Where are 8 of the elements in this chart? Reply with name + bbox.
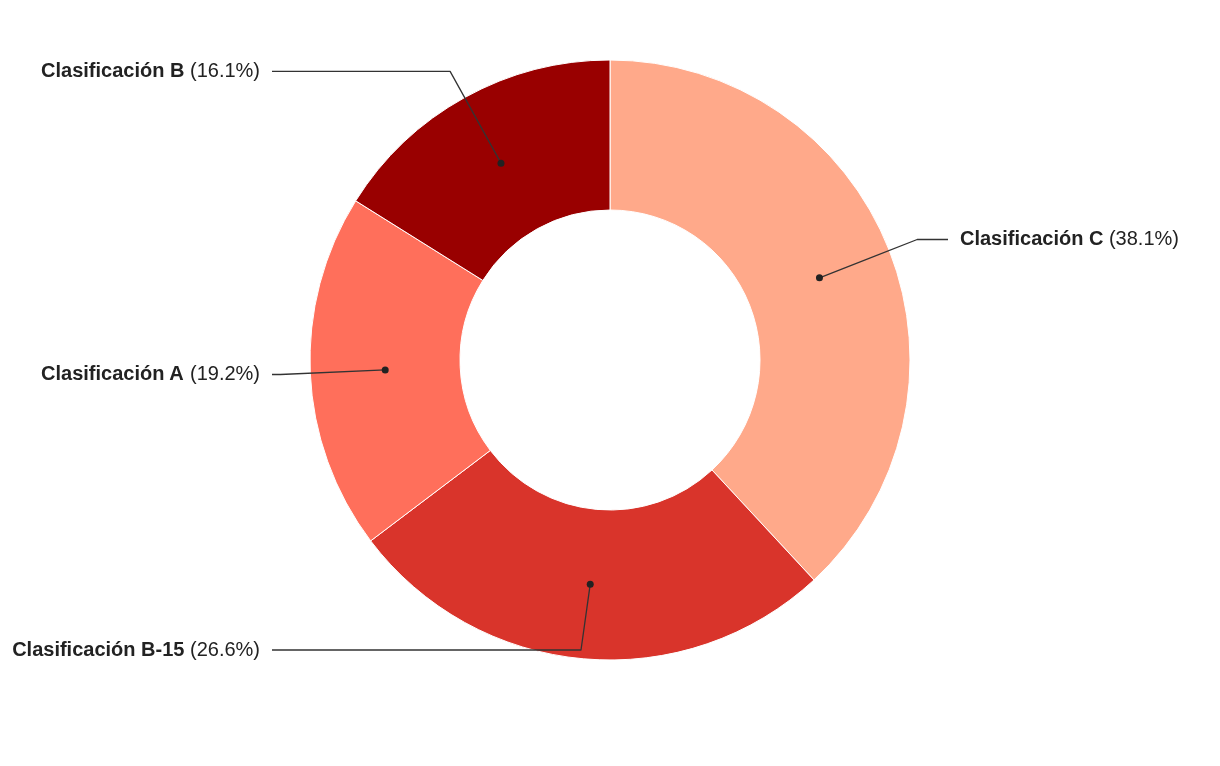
slice-label: Clasificación A [41, 362, 184, 385]
data-label: (26.6%) [189, 637, 260, 660]
slice-label: Clasificación B [41, 58, 185, 81]
slice-label: Clasificación C [960, 227, 1104, 249]
slice-label: Clasificación B-15 [12, 637, 185, 660]
data-label: (38.1%) [1108, 227, 1179, 249]
data-label: (16.1%) [189, 58, 260, 81]
data-label: (19.2%) [189, 362, 260, 385]
